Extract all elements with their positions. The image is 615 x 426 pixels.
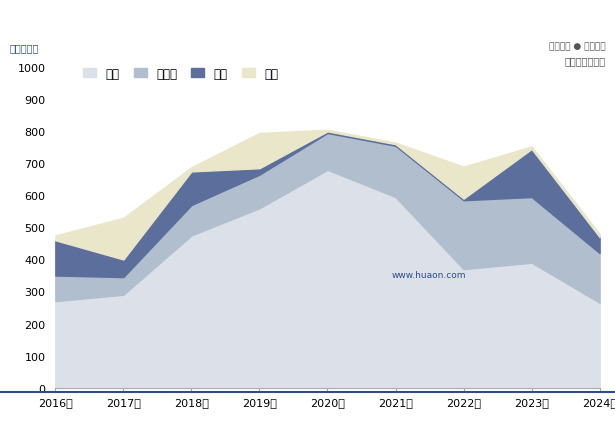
Text: 单位：亿千瓦时: 单位：亿千瓦时	[565, 56, 606, 66]
Text: 华经情报网: 华经情报网	[9, 43, 39, 52]
Text: www.huaon.com: www.huaon.com	[391, 270, 466, 279]
Text: 2016-2024年1-7月青海省各发电类型发电量: 2016-2024年1-7月青海省各发电类型发电量	[172, 11, 443, 29]
Text: 专业严谨 ● 客观科学: 专业严谨 ● 客观科学	[549, 43, 606, 52]
Legend: 水力, 太阳能, 火力, 风力: 水力, 太阳能, 火力, 风力	[83, 68, 278, 81]
